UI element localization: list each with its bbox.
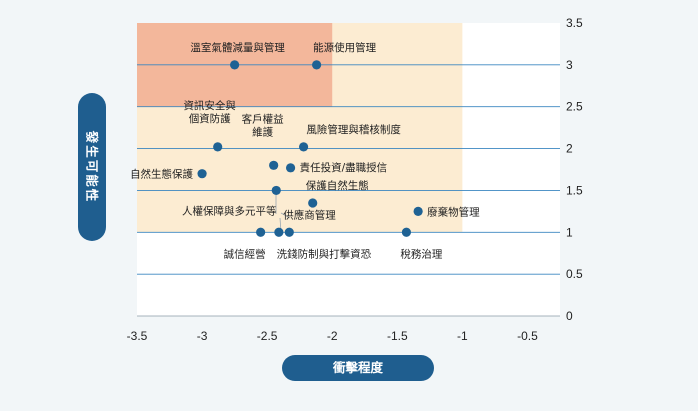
x-tick-label: -1.5 — [387, 329, 408, 343]
x-tick-label: -2 — [327, 329, 338, 343]
data-point — [285, 163, 296, 173]
data-point — [197, 169, 207, 179]
y-tick-label: 2.5 — [566, 100, 583, 114]
point-label: 人權保障與多元平等 — [182, 204, 277, 217]
data-point — [271, 185, 281, 196]
label-leader-line — [280, 212, 291, 219]
x-axis-title-pill: 衝擊程度 — [282, 355, 434, 381]
y-tick-label: 0 — [566, 309, 573, 323]
y-tick-label: 1.5 — [566, 183, 583, 197]
point-label: 個資防護 — [189, 112, 231, 125]
point-label: 供應商管理 — [283, 208, 336, 221]
data-point — [230, 60, 240, 70]
x-tick-label: -0.5 — [517, 329, 538, 343]
point-label: 保護自然生態 — [306, 179, 369, 192]
data-point — [269, 160, 279, 170]
point-label: 廢棄物管理 — [427, 205, 480, 218]
point-label: 風險管理與稽核制度 — [306, 123, 401, 136]
data-point — [274, 227, 284, 237]
y-tick-label: 2 — [566, 142, 573, 156]
point-label: 洗錢防制與打擊資恐 — [277, 247, 372, 260]
x-tick-label: -2.5 — [257, 329, 278, 343]
y-tick-label: 0.5 — [566, 267, 583, 281]
data-point — [298, 142, 309, 152]
x-tick-label: -1 — [457, 329, 468, 343]
y-tick-label: 3 — [566, 58, 573, 72]
point-label: 稅務治理 — [400, 247, 442, 260]
data-point — [401, 227, 412, 237]
point-label: 資訊安全與 — [183, 99, 236, 112]
data-point — [284, 227, 294, 237]
x-axis-title: 衝擊程度 — [332, 360, 384, 375]
point-label: 誠信經營 — [224, 247, 266, 260]
point-label: 溫室氣體減量與管理 — [190, 41, 285, 54]
point-label: 客戶權益 — [242, 112, 284, 125]
x-tick-label: -3 — [197, 329, 208, 343]
data-point — [308, 198, 318, 208]
data-point — [413, 206, 423, 216]
point-label: 能源使用管理 — [313, 41, 376, 54]
y-tick-label: 1 — [566, 225, 573, 239]
y-tick-label: 3.5 — [566, 16, 583, 30]
point-label: 維護 — [252, 125, 273, 138]
y-axis-title: 發生可能性 — [85, 130, 100, 204]
point-label: 自然生態保護 — [130, 168, 193, 181]
data-point — [256, 227, 266, 237]
data-point — [312, 60, 322, 70]
y-axis-title-pill: 發生可能性 — [78, 93, 106, 241]
data-point — [213, 142, 223, 152]
x-tick-label: -3.5 — [127, 329, 148, 343]
point-label: 責任投資/盡職授信 — [300, 161, 388, 174]
